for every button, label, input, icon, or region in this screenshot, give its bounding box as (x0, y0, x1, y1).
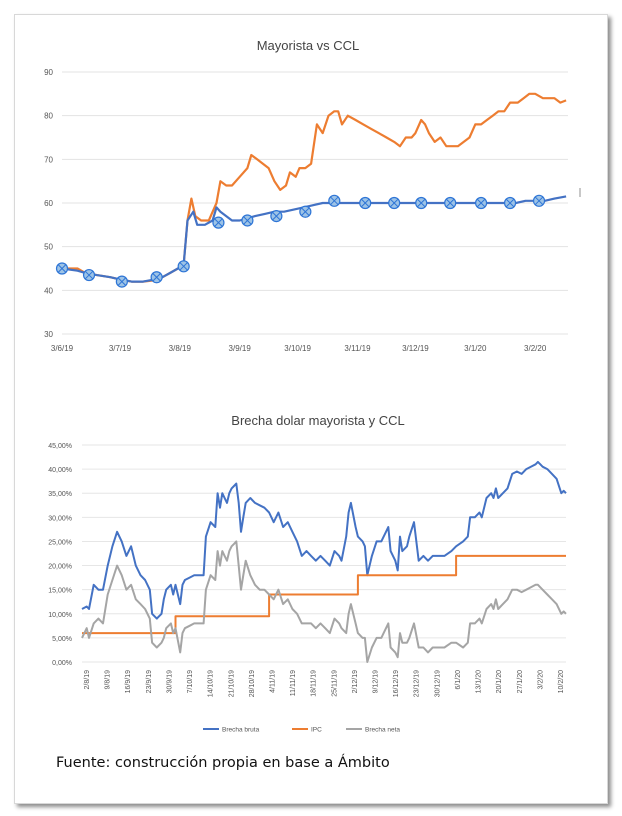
chart1-series-line (61, 195, 567, 283)
chart1-markers (55, 188, 581, 288)
chart1-marker (150, 271, 163, 284)
chart1-x-tick-label: 3/9/19 (229, 344, 252, 353)
chart1-marker-cross (152, 272, 161, 282)
chart1-marker (82, 268, 96, 282)
chart1-marker-cross (272, 211, 281, 221)
chart1-y-tick-label: 40 (44, 286, 53, 295)
chart1-marker (177, 260, 190, 273)
chart1-x-tick-label: 3/8/19 (169, 344, 192, 353)
chart1-x-tick-label: 3/10/19 (284, 344, 311, 353)
chart1-marker (444, 196, 457, 210)
chart1-marker (241, 214, 254, 227)
chart1-y-tick-label: 30 (44, 330, 53, 339)
chart1-marker (359, 196, 372, 210)
chart1-title: Mayorista vs CCL (257, 38, 360, 53)
chart1-marker-cross (300, 207, 310, 217)
chart1-marker-cross (445, 198, 455, 208)
chart1-y-tick-label: 90 (44, 68, 53, 77)
chart1-marker-cross (179, 261, 189, 271)
chart1-marker (212, 216, 225, 229)
chart1-marker-cross (329, 196, 339, 206)
chart1-marker-cross (243, 216, 252, 225)
chart1-marker-cross (84, 270, 94, 280)
source-caption: Fuente: construcción propia en base a Ám… (56, 755, 390, 771)
chart1-marker (270, 210, 283, 223)
chart1-edge-tick (579, 188, 581, 197)
chart1-marker-cross (505, 198, 515, 208)
chart1-x-tick-label: 3/6/19 (51, 344, 74, 353)
chart1-series (61, 92, 567, 283)
chart1-marker (388, 196, 401, 210)
chart1-marker (474, 196, 488, 210)
chart1-y-tick-label: 80 (44, 112, 53, 121)
chart1-marker-cross (476, 198, 486, 208)
figure-frame (14, 14, 608, 804)
chart1-series-line (62, 92, 567, 283)
chart1-y-tick-label: 70 (44, 155, 53, 164)
chart1-x-tick-label: 3/7/19 (109, 344, 132, 353)
chart1-marker (115, 275, 128, 288)
chart1-marker (299, 205, 312, 218)
chart1-marker (55, 262, 69, 275)
chart1-y-tick-label: 50 (44, 243, 53, 252)
chart1-marker-cross (214, 218, 223, 228)
chart1-marker (415, 196, 428, 210)
chart1-marker (532, 194, 546, 207)
chart1-y-tick-label: 60 (44, 199, 53, 208)
chart1-marker-cross (57, 264, 67, 273)
chart1-x-ticks: 3/6/19 3/7/19 3/8/19 3/9/19 3/10/19 3/11/19 3/… (51, 344, 547, 353)
chart1-marker-cross (389, 198, 399, 208)
chart1-x-tick-label: 3/2/20 (524, 344, 547, 353)
chart1-marker (328, 194, 341, 207)
chart1-x-tick-label: 3/1/20 (464, 344, 487, 353)
chart1-y-ticks: 30 40 50 60 70 80 90 (44, 68, 53, 339)
chart1-marker-cross (360, 198, 370, 208)
chart1-x-tick-label: 3/11/19 (344, 344, 371, 353)
chart1-marker-cross (117, 277, 127, 286)
chart1-marker-cross (534, 196, 544, 206)
chart1-x-tick-label: 3/12/19 (402, 344, 429, 353)
chart1-grid (62, 71, 568, 335)
chart1-marker (503, 196, 517, 210)
chart1-marker-cross (416, 198, 426, 208)
